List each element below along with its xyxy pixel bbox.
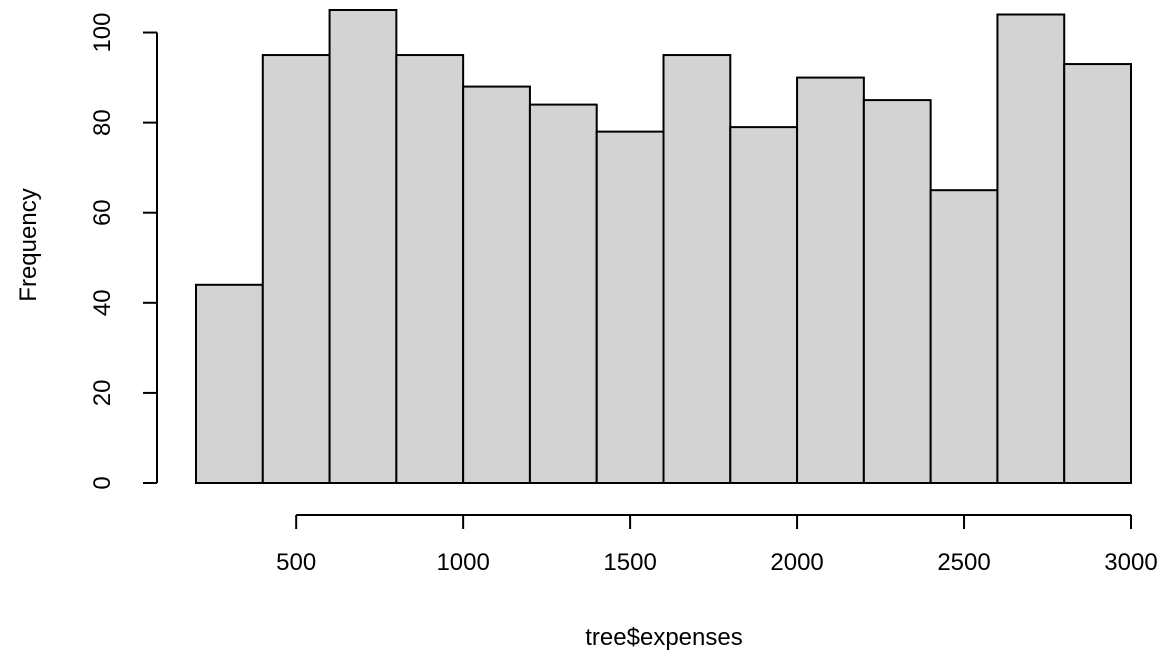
y-axis-title: Frequency [15, 188, 42, 301]
y-tick-label: 80 [89, 109, 116, 136]
histogram-bar [328, 9, 398, 484]
x-tick-label: 500 [276, 549, 316, 576]
y-axis: 0 20 40 60 80 100 [89, 13, 158, 490]
histogram-bar [462, 85, 531, 484]
histogram-bar [1063, 63, 1132, 485]
histogram-bar [595, 130, 665, 484]
x-axis: 500 1000 1500 2000 2500 3000 [276, 514, 1158, 576]
x-axis-title: tree$expenses [585, 624, 742, 651]
histogram-bar [729, 126, 799, 484]
y-tick-label: 100 [89, 13, 116, 53]
histogram-bar [261, 54, 331, 485]
histogram-bar [195, 283, 264, 484]
x-tick-label: 2500 [937, 549, 990, 576]
x-tick-label: 3000 [1104, 549, 1157, 576]
x-tick-label: 2000 [770, 549, 823, 576]
histogram-bar [862, 99, 932, 484]
histogram-bar [662, 54, 732, 485]
x-tick-label: 1500 [603, 549, 656, 576]
histogram-bar [395, 54, 465, 485]
histogram-bar [528, 103, 598, 484]
histogram-bar [796, 76, 865, 484]
x-tick-label: 1000 [436, 549, 489, 576]
bars-group [195, 9, 1132, 485]
y-tick-label: 40 [89, 289, 116, 316]
y-tick-label: 20 [89, 380, 116, 407]
histogram-bar [996, 13, 1066, 485]
y-tick-label: 0 [89, 476, 116, 489]
y-tick-label: 60 [89, 199, 116, 226]
histogram-bar [929, 189, 999, 484]
